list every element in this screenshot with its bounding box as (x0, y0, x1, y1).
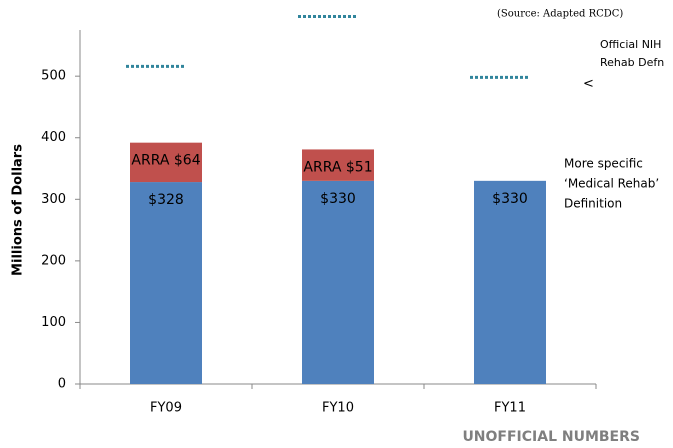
value-label: $328 (148, 192, 184, 208)
value-label: ARRA $51 (303, 159, 372, 175)
y-axis-title: Millions of Dollars (11, 144, 26, 276)
value-label: ARRA $64 (131, 153, 200, 169)
x-tick-label: FY09 (150, 401, 182, 416)
definition-note: ‘Medical Rehab’ (564, 177, 659, 191)
source-note: (Source: Adapted RCDC) (497, 9, 623, 20)
x-tick-label: FY11 (494, 401, 526, 416)
bar-segment (302, 149, 374, 181)
reference-label: Rehab Defn (600, 56, 664, 69)
y-tick-label: 500 (41, 69, 66, 84)
x-tick-label: FY10 (322, 401, 354, 416)
definition-note: Definition (564, 197, 622, 211)
bar-segment (302, 180, 374, 384)
bar-segment (130, 182, 202, 384)
bar-segment (474, 180, 546, 384)
y-tick-label: 0 (58, 377, 66, 392)
footer: UNOFFICIAL NUMBERS (462, 429, 640, 445)
arrow: < (583, 77, 594, 92)
definition-note: More specific (564, 157, 643, 171)
value-label: $330 (320, 191, 356, 207)
bar-segment (130, 142, 202, 183)
y-tick-label: 300 (41, 192, 66, 207)
y-tick-label: 200 (41, 253, 66, 268)
reference-label: Official NIH (600, 38, 661, 51)
value-label: $330 (492, 191, 528, 207)
y-tick-label: 100 (41, 315, 66, 330)
y-tick-label: 400 (41, 130, 66, 145)
